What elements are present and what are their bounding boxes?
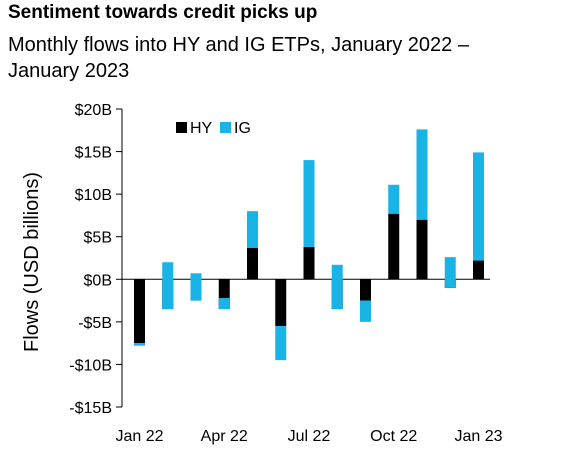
y-tick-label: -$15B xyxy=(69,400,112,417)
bar-hy xyxy=(218,279,230,310)
bar-hy xyxy=(134,279,145,344)
bar-hy xyxy=(275,279,287,327)
bar-ig xyxy=(275,326,287,361)
bar-ig xyxy=(360,300,371,322)
y-axis-title: Flows (USD billions) xyxy=(21,172,43,352)
x-tick-label: Jan 23 xyxy=(454,428,502,445)
bar-hy xyxy=(303,246,315,280)
x-tick-label: Jul 22 xyxy=(288,428,331,445)
bar-ig xyxy=(388,184,400,214)
bar-ig xyxy=(218,298,230,310)
x-tick-label: Jan 22 xyxy=(115,428,163,445)
legend-swatch xyxy=(176,122,187,133)
y-tick-label: -$10B xyxy=(69,357,112,374)
x-tick-label: Apr 22 xyxy=(201,428,248,445)
bar-hy xyxy=(473,260,484,280)
bar-hy xyxy=(360,279,371,301)
legend-label: HY xyxy=(190,120,213,137)
bar-hy xyxy=(388,213,400,280)
x-tick-label: Oct 22 xyxy=(370,428,417,445)
bar-ig xyxy=(331,264,343,310)
bar-ig xyxy=(444,257,456,288)
y-tick-label: $20B xyxy=(75,102,112,119)
bar-ig xyxy=(162,262,174,310)
chart-title: Sentiment towards credit picks up xyxy=(8,2,318,23)
y-tick-label: $10B xyxy=(75,187,112,204)
bar-hy xyxy=(247,247,258,280)
bar-ig xyxy=(190,273,202,301)
y-tick-label: -$5B xyxy=(78,315,112,332)
bar-hy xyxy=(416,219,428,280)
bar-ig xyxy=(473,152,484,261)
y-tick-label: $5B xyxy=(84,230,112,247)
y-tick-label: $0B xyxy=(84,272,112,289)
legend-swatch xyxy=(220,122,231,133)
bar-ig xyxy=(247,211,258,248)
bar-ig xyxy=(134,343,145,346)
y-tick-label: $15B xyxy=(75,145,112,162)
bar-ig xyxy=(416,129,428,220)
chart-subtitle: Monthly flows into HY and IG ETPs, Janua… xyxy=(8,34,469,82)
legend-label: IG xyxy=(234,120,251,137)
bar-ig xyxy=(303,160,315,247)
